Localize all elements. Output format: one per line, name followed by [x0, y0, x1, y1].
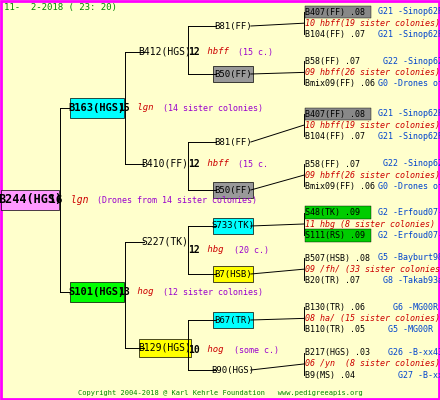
Text: lgn: lgn	[65, 195, 88, 205]
Text: S733(TK): S733(TK)	[212, 222, 255, 230]
Text: 12: 12	[188, 159, 200, 169]
Text: S111(RS) .09: S111(RS) .09	[305, 231, 365, 240]
Text: B58(FF) .07: B58(FF) .07	[305, 57, 360, 66]
FancyBboxPatch shape	[213, 66, 253, 82]
Text: 11 hbg (8 sister colonies): 11 hbg (8 sister colonies)	[305, 220, 435, 228]
Text: G6 -MG00R: G6 -MG00R	[378, 303, 437, 312]
Text: G5 -Bayburt98-3: G5 -Bayburt98-3	[378, 254, 440, 262]
Text: B407(FF) .08: B407(FF) .08	[305, 8, 365, 16]
FancyBboxPatch shape	[305, 206, 371, 219]
Text: B412(HGS): B412(HGS)	[139, 47, 191, 57]
FancyBboxPatch shape	[70, 98, 124, 118]
Text: hog: hog	[202, 346, 224, 354]
Text: B81(FF): B81(FF)	[214, 138, 252, 146]
Text: 12: 12	[188, 47, 200, 57]
Text: Bmix09(FF) .06: Bmix09(FF) .06	[305, 182, 375, 191]
Text: (15 c.): (15 c.)	[233, 48, 273, 56]
Text: 12: 12	[188, 245, 200, 255]
Text: Bmix09(FF) .06: Bmix09(FF) .06	[305, 79, 375, 88]
Text: G21 -Sinop62R: G21 -Sinop62R	[378, 110, 440, 118]
FancyBboxPatch shape	[305, 6, 371, 18]
Text: hbff: hbff	[202, 48, 229, 56]
Text: B90(HGS): B90(HGS)	[212, 366, 255, 374]
Text: B217(HGS) .03: B217(HGS) .03	[305, 348, 370, 357]
FancyBboxPatch shape	[1, 190, 59, 210]
Text: 10 hbff(19 sister colonies): 10 hbff(19 sister colonies)	[305, 19, 440, 28]
Text: 15: 15	[118, 103, 130, 113]
Text: Copyright 2004-2018 @ Karl Kehrle Foundation   www.pedigreeapis.org: Copyright 2004-2018 @ Karl Kehrle Founda…	[77, 390, 363, 396]
Text: B20(TR) .07: B20(TR) .07	[305, 276, 360, 285]
FancyBboxPatch shape	[139, 339, 191, 357]
Text: 10 hbff(19 sister colonies): 10 hbff(19 sister colonies)	[305, 121, 440, 130]
Text: 09 hbff(26 sister colonies): 09 hbff(26 sister colonies)	[305, 68, 440, 77]
FancyBboxPatch shape	[213, 182, 253, 198]
Text: B130(TR) .06: B130(TR) .06	[305, 303, 365, 312]
Text: 08 ha/ (15 sister colonies): 08 ha/ (15 sister colonies)	[305, 314, 440, 323]
Text: B7(HSB): B7(HSB)	[214, 270, 252, 278]
Text: S227(TK): S227(TK)	[142, 237, 188, 247]
Text: (20 c.): (20 c.)	[229, 246, 269, 254]
Text: (Drones from 14 sister colonies): (Drones from 14 sister colonies)	[92, 196, 257, 204]
Text: B410(FF): B410(FF)	[142, 159, 188, 169]
Text: B129(HGS): B129(HGS)	[139, 343, 191, 353]
Text: B110(TR) .05: B110(TR) .05	[305, 325, 365, 334]
Text: B81(FF): B81(FF)	[214, 22, 252, 30]
Text: G0 -Drones oft: G0 -Drones oft	[378, 182, 440, 191]
Text: G22 -Sinop62R: G22 -Sinop62R	[378, 57, 440, 66]
Text: (15 c.: (15 c.	[233, 160, 268, 168]
Text: B58(FF) .07: B58(FF) .07	[305, 160, 360, 168]
Text: 13: 13	[118, 287, 130, 297]
FancyBboxPatch shape	[305, 108, 371, 120]
Text: G21 -Sinop62R: G21 -Sinop62R	[378, 132, 440, 141]
Text: B50(FF): B50(FF)	[214, 70, 252, 78]
Text: B50(FF): B50(FF)	[214, 186, 252, 194]
Text: G8 -Takab93aR: G8 -Takab93aR	[378, 276, 440, 285]
FancyBboxPatch shape	[213, 312, 253, 328]
Text: G0 -Drones oft: G0 -Drones oft	[378, 79, 440, 88]
Text: G22 -Sinop62R: G22 -Sinop62R	[378, 160, 440, 168]
Text: (12 sister colonies): (12 sister colonies)	[158, 288, 264, 296]
Text: 16: 16	[49, 195, 63, 205]
FancyBboxPatch shape	[70, 282, 124, 302]
Text: B104(FF) .07: B104(FF) .07	[305, 30, 365, 39]
Text: B104(FF) .07: B104(FF) .07	[305, 132, 365, 141]
Text: 11-  2-2018 ( 23: 20): 11- 2-2018 ( 23: 20)	[4, 3, 117, 12]
Text: B9(MS) .04: B9(MS) .04	[305, 371, 355, 380]
Text: hog: hog	[132, 288, 154, 296]
Text: G27 -B-xx43: G27 -B-xx43	[378, 371, 440, 380]
Text: lgn: lgn	[132, 104, 154, 112]
FancyBboxPatch shape	[213, 218, 253, 234]
Text: 10: 10	[188, 345, 200, 355]
Text: B407(FF) .08: B407(FF) .08	[305, 110, 365, 118]
Text: G2 -Erfoud07-1Q: G2 -Erfoud07-1Q	[378, 208, 440, 217]
FancyBboxPatch shape	[305, 229, 371, 242]
Text: B67(TR): B67(TR)	[214, 316, 252, 324]
Text: G5 -MG00R: G5 -MG00R	[378, 325, 433, 334]
Text: B507(HSB) .08: B507(HSB) .08	[305, 254, 370, 262]
Text: 09 /fh/ (33 sister colonies): 09 /fh/ (33 sister colonies)	[305, 265, 440, 274]
Text: G21 -Sinop62R: G21 -Sinop62R	[378, 8, 440, 16]
Text: 06 /yn  (8 sister colonies): 06 /yn (8 sister colonies)	[305, 360, 440, 368]
Text: B244(HGS): B244(HGS)	[0, 194, 62, 206]
Text: G21 -Sinop62R: G21 -Sinop62R	[378, 30, 440, 39]
Text: B163(HGS): B163(HGS)	[69, 103, 125, 113]
Text: S101(HGS): S101(HGS)	[69, 287, 125, 297]
Text: G2 -Erfoud07-1Q: G2 -Erfoud07-1Q	[378, 231, 440, 240]
Text: (14 sister colonies): (14 sister colonies)	[158, 104, 264, 112]
Text: S48(TK) .09: S48(TK) .09	[305, 208, 360, 217]
Text: G26 -B-xx43: G26 -B-xx43	[378, 348, 440, 357]
Text: 09 hbff(26 sister colonies): 09 hbff(26 sister colonies)	[305, 171, 440, 180]
Text: (some c.): (some c.)	[229, 346, 279, 354]
Text: hbg: hbg	[202, 246, 224, 254]
FancyBboxPatch shape	[213, 266, 253, 282]
Text: hbff: hbff	[202, 160, 229, 168]
